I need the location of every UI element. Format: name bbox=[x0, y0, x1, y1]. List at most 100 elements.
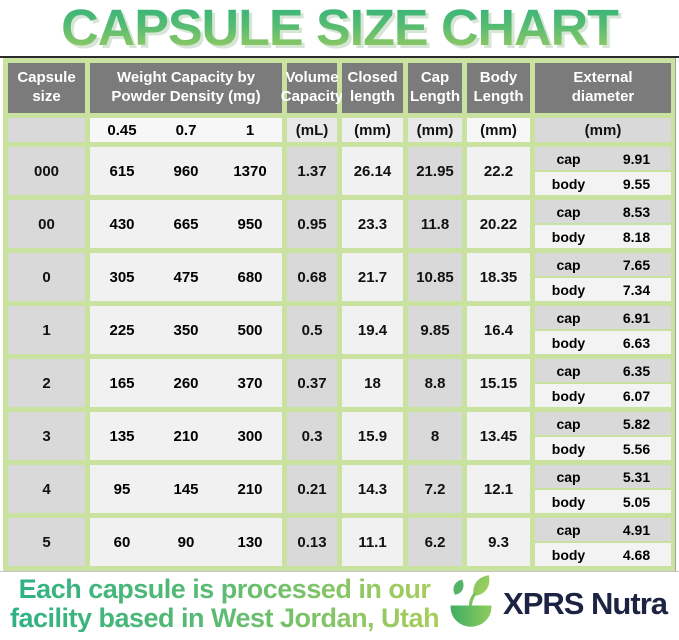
footer-tagline-line1: Each capsule is processed in our bbox=[18, 574, 431, 605]
weight-value: 960 bbox=[173, 162, 199, 180]
weight-value: 665 bbox=[173, 215, 199, 233]
subheader-densities: 0.45 0.7 1 bbox=[90, 118, 282, 142]
subheader-empty-cell bbox=[8, 118, 85, 142]
external-diameter-cell: cap 5.31 body 5.05 bbox=[535, 465, 671, 513]
closed-length-cell: 21.7 bbox=[342, 253, 403, 301]
col-header-closed-length: Closed length bbox=[342, 63, 403, 113]
density-value: 0.7 bbox=[175, 121, 197, 139]
header-label: Capacity bbox=[280, 88, 344, 105]
external-cap-row: cap 6.91 bbox=[535, 306, 671, 329]
capsule-size-cell: 2 bbox=[8, 359, 85, 407]
capsule-size-cell: 0 bbox=[8, 253, 85, 301]
external-cap-row: cap 5.82 bbox=[535, 412, 671, 435]
body-diameter: 6.63 bbox=[622, 334, 651, 351]
weight-capacity-cell: 165 260 370 bbox=[90, 359, 282, 407]
body-label: body bbox=[551, 493, 586, 510]
closed-length-cell: 14.3 bbox=[342, 465, 403, 513]
col-header-body-length: Body Length bbox=[467, 63, 530, 113]
cap-label: cap bbox=[556, 309, 581, 326]
body-length-cell: 22.2 bbox=[467, 147, 530, 195]
body-label: body bbox=[551, 440, 586, 457]
cap-length-cell: 8.8 bbox=[408, 359, 462, 407]
body-diameter: 6.07 bbox=[622, 387, 651, 404]
external-diameter-cell: cap 4.91 body 4.68 bbox=[535, 518, 671, 566]
weight-value: 210 bbox=[237, 480, 263, 498]
weight-capacity-cell: 135 210 300 bbox=[90, 412, 282, 460]
body-diameter: 9.55 bbox=[622, 175, 651, 192]
volume-cell: 1.37 bbox=[287, 147, 337, 195]
cap-length-cell: 10.85 bbox=[408, 253, 462, 301]
capsule-size-table: Capsule size Weight Capacity by Powder De… bbox=[3, 58, 676, 571]
weight-value: 90 bbox=[177, 533, 195, 551]
header-label: Powder Density (mg) bbox=[111, 88, 261, 105]
cap-length-cell: 8 bbox=[408, 412, 462, 460]
weight-capacity-cell: 305 475 680 bbox=[90, 253, 282, 301]
external-diameter-cell: cap 8.53 body 8.18 bbox=[535, 200, 671, 248]
volume-cell: 0.37 bbox=[287, 359, 337, 407]
external-cap-row: cap 8.53 bbox=[535, 200, 671, 223]
body-diameter: 7.34 bbox=[622, 281, 651, 298]
header-label: Body bbox=[479, 69, 518, 87]
subheader-body-unit: (mm) bbox=[467, 118, 530, 142]
weight-value: 350 bbox=[173, 321, 199, 339]
weight-value: 225 bbox=[109, 321, 135, 339]
cap-length-cell: 9.85 bbox=[408, 306, 462, 354]
weight-capacity-cell: 615 960 1370 bbox=[90, 147, 282, 195]
volume-cell: 0.13 bbox=[287, 518, 337, 566]
body-label: body bbox=[551, 281, 586, 298]
weight-value: 1370 bbox=[233, 162, 267, 180]
body-length-cell: 15.15 bbox=[467, 359, 530, 407]
cap-diameter: 9.91 bbox=[622, 150, 651, 167]
density-value: 1 bbox=[245, 121, 255, 139]
closed-length-cell: 23.3 bbox=[342, 200, 403, 248]
closed-length-cell: 26.14 bbox=[342, 147, 403, 195]
cap-label: cap bbox=[556, 521, 581, 538]
cap-label: cap bbox=[556, 415, 581, 432]
weight-value: 615 bbox=[109, 162, 135, 180]
body-label: body bbox=[551, 175, 586, 192]
capsule-size-cell: 1 bbox=[8, 306, 85, 354]
volume-cell: 0.3 bbox=[287, 412, 337, 460]
body-label: body bbox=[551, 546, 586, 563]
capsule-size-cell: 4 bbox=[8, 465, 85, 513]
leaf-bowl-icon bbox=[447, 573, 495, 634]
external-diameter-cell: cap 5.82 body 5.56 bbox=[535, 412, 671, 460]
weight-value: 260 bbox=[173, 374, 199, 392]
external-body-row: body 9.55 bbox=[535, 172, 671, 195]
cap-label: cap bbox=[556, 256, 581, 273]
col-header-volume-capacity: Volume Capacity bbox=[281, 63, 343, 113]
weight-value: 135 bbox=[109, 427, 135, 445]
header-label: Length bbox=[473, 88, 524, 105]
page-title: CAPSULE SIZE CHART bbox=[0, 0, 679, 56]
header-label: length bbox=[350, 88, 395, 105]
cap-diameter: 7.65 bbox=[622, 256, 651, 273]
external-diameter-cell: cap 6.35 body 6.07 bbox=[535, 359, 671, 407]
capsule-size-cell: 3 bbox=[8, 412, 85, 460]
brand-logo: XPRS Nutra bbox=[447, 573, 668, 634]
closed-length-cell: 11.1 bbox=[342, 518, 403, 566]
col-header-capsule-size: Capsule size bbox=[8, 63, 85, 113]
cap-label: cap bbox=[556, 203, 581, 220]
body-diameter: 5.56 bbox=[622, 440, 651, 457]
external-diameter-cell: cap 6.91 body 6.63 bbox=[535, 306, 671, 354]
body-diameter: 4.68 bbox=[622, 546, 651, 563]
body-length-cell: 13.45 bbox=[467, 412, 530, 460]
external-cap-row: cap 5.31 bbox=[535, 465, 671, 488]
col-header-cap-length: Cap Length bbox=[408, 63, 462, 113]
top-divider bbox=[0, 56, 679, 58]
col-header-external-diameter: External diameter bbox=[535, 63, 671, 113]
body-diameter: 8.18 bbox=[622, 228, 651, 245]
weight-value: 950 bbox=[237, 215, 263, 233]
external-body-row: body 8.18 bbox=[535, 225, 671, 248]
header-label: Length bbox=[410, 88, 460, 105]
subheader-volume-unit: (mL) bbox=[287, 118, 337, 142]
external-body-row: body 7.34 bbox=[535, 278, 671, 301]
header-label: External bbox=[573, 69, 633, 87]
external-cap-row: cap 6.35 bbox=[535, 359, 671, 382]
cap-diameter: 6.91 bbox=[622, 309, 651, 326]
cap-diameter: 5.31 bbox=[622, 468, 651, 485]
volume-cell: 0.21 bbox=[287, 465, 337, 513]
weight-value: 475 bbox=[173, 268, 199, 286]
volume-cell: 0.95 bbox=[287, 200, 337, 248]
